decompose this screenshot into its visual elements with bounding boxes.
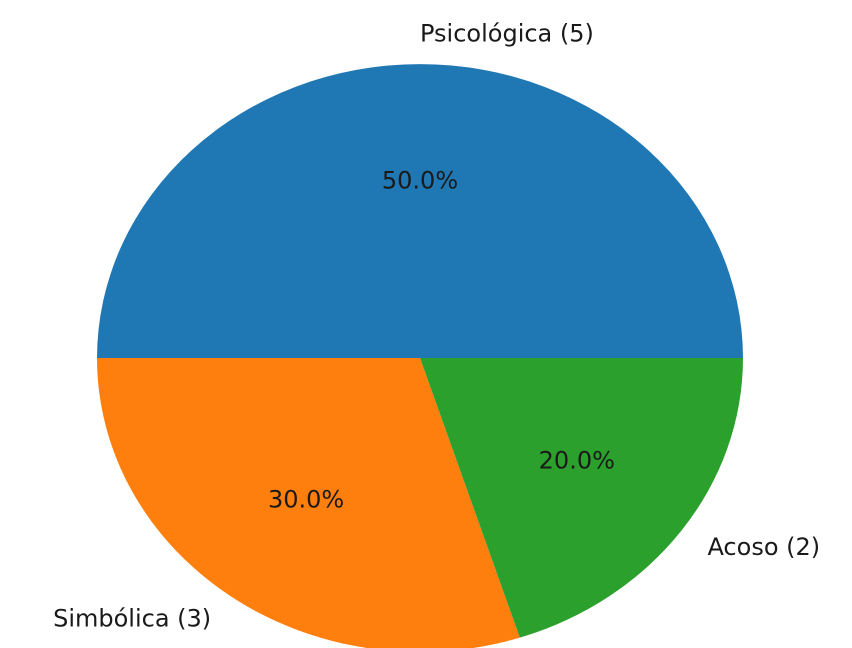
percent-label: 30.0% bbox=[268, 486, 344, 514]
slice-label: Psicológica (5) bbox=[420, 20, 594, 48]
percent-label: 50.0% bbox=[382, 167, 458, 195]
pie-slice bbox=[97, 358, 520, 648]
percent-label: 20.0% bbox=[539, 447, 615, 475]
pie-slice bbox=[97, 64, 743, 358]
slice-label: Acoso (2) bbox=[707, 533, 820, 561]
pie-slice bbox=[420, 358, 743, 638]
slice-label: Simbólica (3) bbox=[53, 605, 211, 633]
